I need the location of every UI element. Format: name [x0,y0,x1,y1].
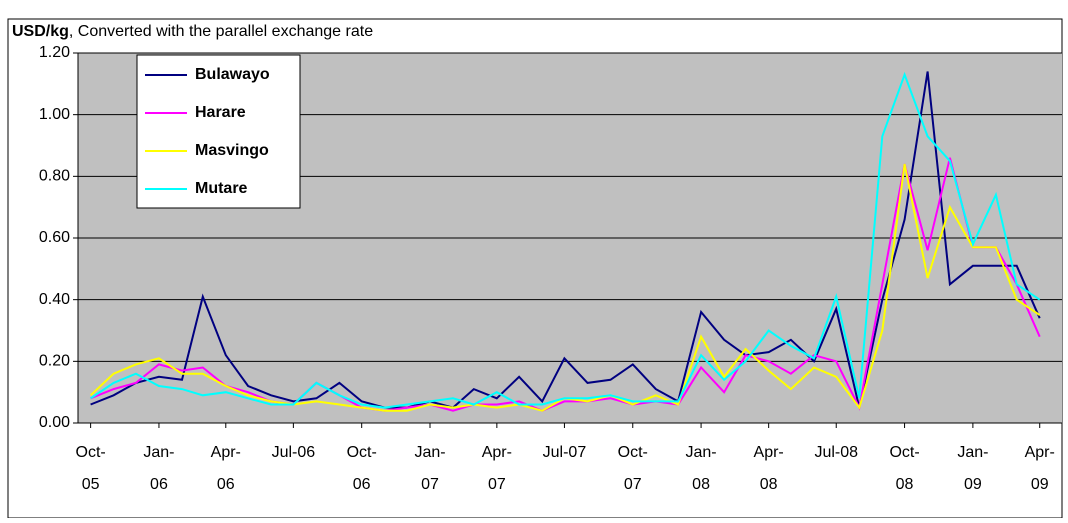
legend-label: Bulawayo [195,66,270,83]
x-tick-label-line: Apr- [754,444,784,461]
x-tick-label-line: Oct- [889,444,919,461]
legend-label: Harare [195,104,246,121]
x-tick-label: Oct- 05 [76,444,106,493]
y-tick-label: 0.60 [39,229,70,246]
legend-box [136,54,301,209]
x-tick-label-line: Apr- [482,444,512,461]
x-tick-label-line: 08 [692,476,710,493]
x-tick-label: Oct- 06 [347,444,377,493]
x-tick-label-line: 05 [82,476,100,493]
x-tick-label-line: Jul-07 [543,444,587,461]
x-tick-label-line: Jul-08 [814,444,858,461]
x-tick-label: Apr- 07 [482,444,512,493]
x-tick-label-line: Jan- [957,444,988,461]
x-tick-label-line: Apr- [211,444,241,461]
series-line [90,71,1041,409]
x-tick-label-line: Jan- [686,444,717,461]
x-tick-label-line: 07 [488,476,506,493]
x-tick-label: Jul-08 [814,444,858,461]
x-tick-label: Jan- 08 [686,444,717,493]
y-tick-label: 0.20 [39,353,70,370]
x-tick-label-line: Jan- [414,444,445,461]
x-tick-label-line: 07 [624,476,642,493]
y-tick-label: 0.00 [39,414,70,431]
x-tick-label-line: Jul-06 [272,444,316,461]
x-tick-label-line: Oct- [618,444,648,461]
x-tick-label-line: 08 [760,476,778,493]
x-tick-label: Jan- 09 [957,444,988,493]
x-tick-label-line: 06 [353,476,371,493]
y-tick-label: 0.80 [39,168,70,185]
x-tick-label-line: 09 [964,476,982,493]
x-tick-label-line: Jan- [143,444,174,461]
x-tick-label-line: 09 [1031,476,1049,493]
x-tick-label: Apr- 09 [1025,444,1055,493]
x-tick-label: Jul-06 [272,444,316,461]
x-tick-label-line: Oct- [76,444,106,461]
x-tick-label-line: Oct- [347,444,377,461]
legend-label: Masvingo [195,142,269,159]
x-tick-label: Oct- 08 [889,444,919,493]
x-tick-label-line: 07 [421,476,439,493]
x-tick-label-line: Apr- [1025,444,1055,461]
x-tick-label: Oct- 07 [618,444,648,493]
x-tick-label: Apr- 06 [211,444,241,493]
y-tick-label: 0.40 [39,291,70,308]
x-tick-label: Jan- 06 [143,444,174,493]
y-axis-label-text: , Converted with the parallel exchange r… [69,23,373,40]
legend-label: Mutare [195,180,248,197]
x-tick-label-line: 06 [150,476,168,493]
x-tick-label: Apr- 08 [754,444,784,493]
y-tick-label: 1.20 [39,44,70,61]
series-line [90,71,1041,409]
x-tick-label: Jul-07 [543,444,587,461]
y-axis-label: USD/kg, Converted with the parallel exch… [12,23,373,40]
x-tick-label: Jan- 07 [414,444,445,493]
y-tick-label: 1.00 [39,106,70,123]
y-axis-unit: USD/kg [12,23,69,40]
x-tick-label-line: 08 [896,476,914,493]
x-tick-label-line: 06 [217,476,235,493]
series-line [90,157,1041,412]
